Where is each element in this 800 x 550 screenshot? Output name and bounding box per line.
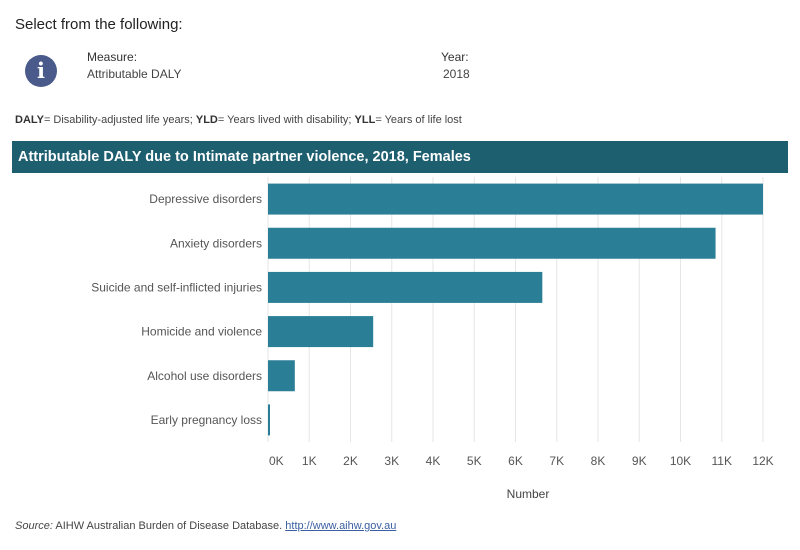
chart-title: Attributable DALY due to Intimate partne… — [12, 141, 788, 173]
bar-6 — [268, 404, 270, 436]
source-label: Source: — [15, 520, 53, 532]
tick-label-2K: 2K — [343, 454, 358, 468]
bar-2 — [268, 227, 716, 259]
tick-label-1K: 1K — [302, 454, 317, 468]
category-label-1: Depressive disorders — [149, 192, 262, 206]
yld-text: = Years lived with disability; — [217, 114, 355, 126]
category-label-6: Early pregnancy loss — [151, 413, 262, 427]
year-value[interactable]: 2018 — [443, 67, 470, 81]
daly-text: = Disability-adjusted life years; — [43, 114, 196, 126]
yll-abbr: YLL — [354, 114, 376, 126]
bar-chart: Depressive disorders Anxiety disorders Sui… — [91, 177, 774, 501]
tick-label-10K: 10K — [670, 454, 691, 468]
measure-label: Measure: — [87, 50, 138, 64]
bar-1 — [268, 183, 763, 215]
year-label: Year: — [441, 50, 469, 64]
tick-label-6K: 6K — [508, 454, 523, 468]
measure-value[interactable]: Attributable DALY — [87, 67, 182, 81]
tick-label-4K: 4K — [426, 454, 441, 468]
source-text: AIHW Australian Burden of Disease Databa… — [52, 520, 286, 532]
abbreviation-note: DALY= Disability-adjusted life years; YL… — [15, 114, 462, 126]
tick-label-9K: 9K — [632, 454, 647, 468]
info-icon[interactable]: i — [25, 55, 57, 87]
category-label-5: Alcohol use disorders — [147, 369, 262, 383]
category-label-3: Suicide and self-inflicted injuries — [91, 280, 262, 294]
yld-abbr: YLD — [195, 114, 218, 126]
bar-3 — [268, 271, 543, 303]
tick-label-5K: 5K — [467, 454, 482, 468]
tick-label-0K: 0K — [269, 454, 284, 468]
yll-text: = Years of life lost — [375, 114, 462, 126]
tick-label-12K: 12K — [752, 454, 773, 468]
tick-label-8K: 8K — [591, 454, 606, 468]
category-label-2: Anxiety disorders — [170, 236, 262, 250]
daly-abbr: DALY — [15, 114, 44, 126]
select-heading: Select from the following: — [15, 16, 183, 33]
category-label-4: Homicide and violence — [141, 325, 262, 339]
tick-label-11K: 11K — [712, 454, 732, 468]
bar-4 — [268, 316, 374, 348]
source-link[interactable]: http://www.aihw.gov.au — [285, 520, 397, 532]
bar-5 — [268, 360, 295, 392]
x-axis-title: Number — [507, 487, 550, 501]
source-note: Source: AIHW Australian Burden of Diseas… — [15, 520, 396, 532]
tick-label-7K: 7K — [549, 454, 564, 468]
tick-label-3K: 3K — [384, 454, 399, 468]
